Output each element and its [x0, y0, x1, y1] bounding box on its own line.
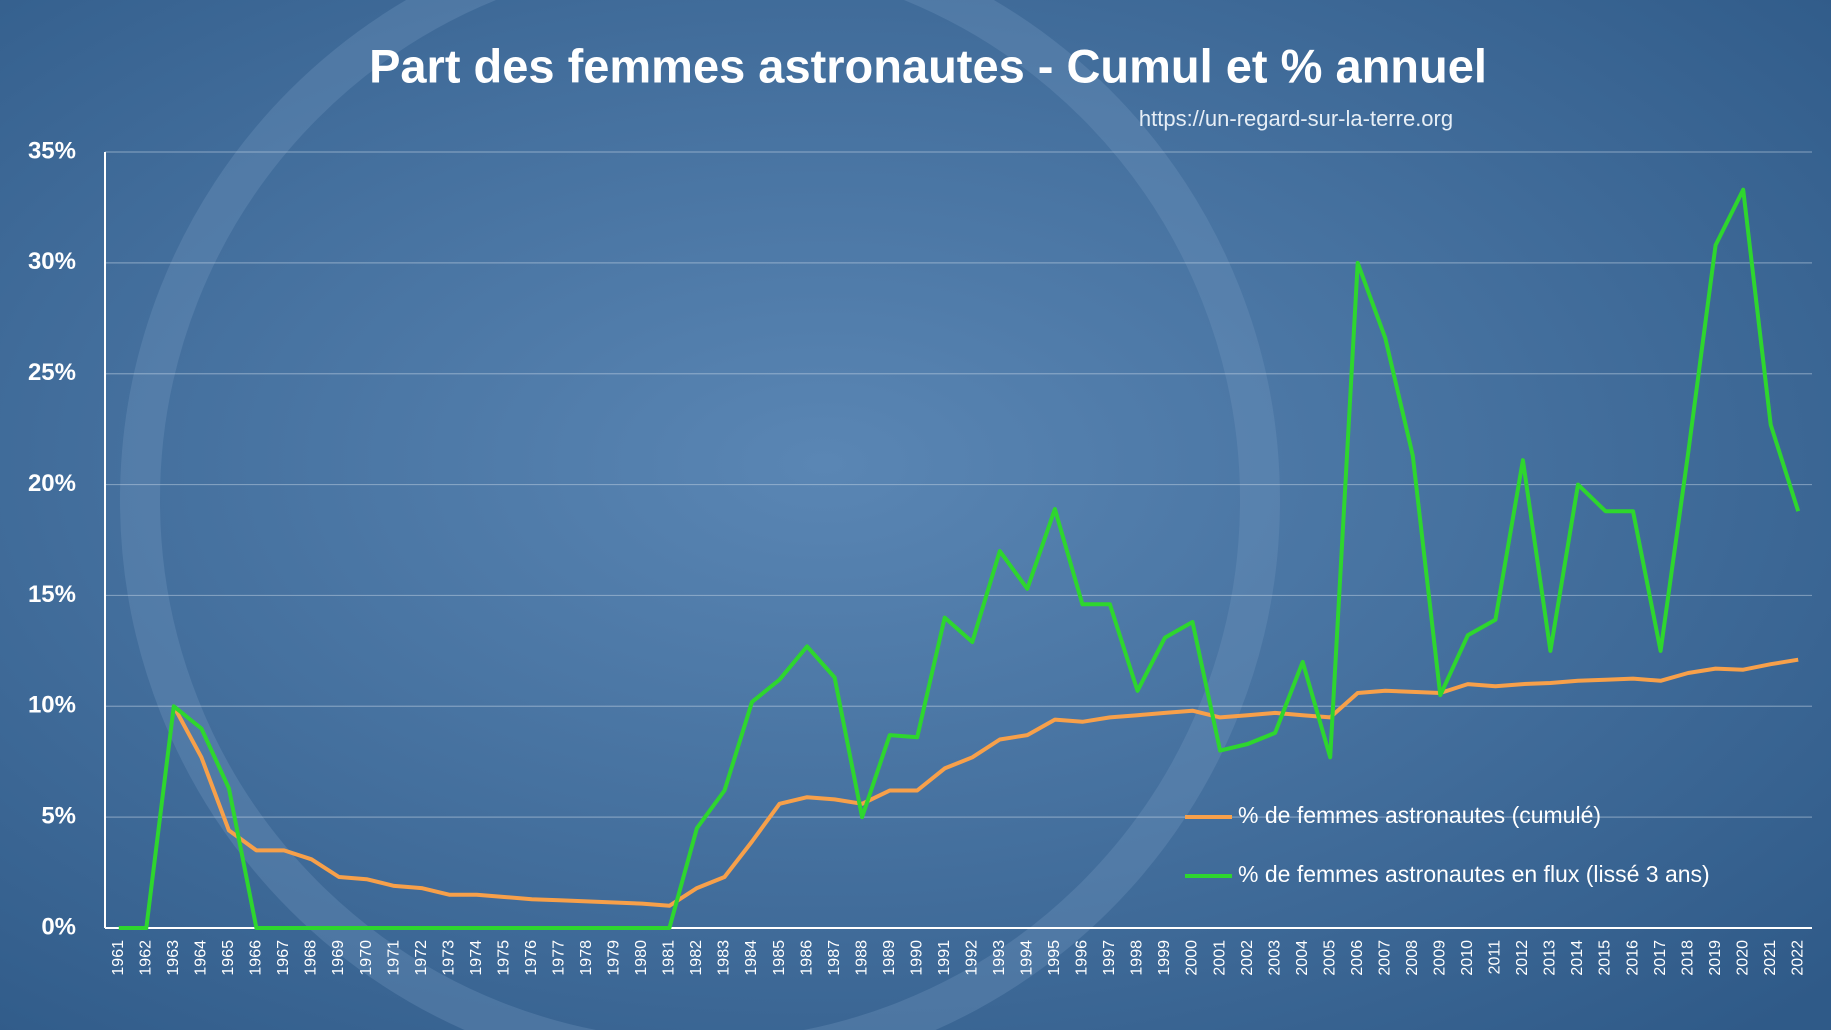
x-tick-label: 2005	[1321, 940, 1338, 976]
x-tick-label: 1993	[991, 940, 1008, 976]
x-tick-label: 1999	[1156, 940, 1173, 976]
x-tick-label: 1965	[220, 940, 237, 976]
x-tick-label: 1995	[1046, 940, 1063, 976]
legend-label: % de femmes astronautes (cumulé)	[1238, 802, 1601, 828]
x-tick-label: 2011	[1487, 940, 1504, 975]
x-tick-label: 1978	[578, 940, 595, 976]
x-tick-label: 1962	[138, 940, 155, 976]
x-tick-label: 1983	[716, 940, 733, 976]
x-tick-label: 1977	[551, 940, 568, 976]
chart-title: Part des femmes astronautes - Cumul et %…	[369, 39, 1487, 92]
x-tick-label: 2006	[1349, 940, 1366, 976]
x-tick-label: 2013	[1542, 940, 1559, 976]
x-tick-label: 1979	[606, 940, 623, 976]
x-tick-label: 1968	[303, 940, 320, 976]
y-tick-label: 30%	[28, 248, 76, 275]
series-line	[118, 187, 1801, 930]
y-tick-label: 15%	[28, 581, 76, 608]
x-tick-label: 1967	[275, 940, 292, 976]
y-tick-label: 25%	[28, 359, 76, 386]
x-tick-label: 2007	[1376, 940, 1393, 976]
x-tick-label: 1989	[881, 940, 898, 976]
x-tick-label: 2004	[1294, 940, 1311, 976]
x-tick-label: 2018	[1679, 940, 1696, 976]
x-tick-label: 1970	[358, 940, 375, 976]
x-tick-label: 1971	[385, 940, 402, 976]
x-tick-label: 1988	[853, 940, 870, 976]
x-tick-label: 2017	[1652, 940, 1669, 976]
x-tick-label: 2022	[1789, 940, 1806, 976]
x-tick-label: 2008	[1404, 940, 1421, 976]
y-tick-label: 20%	[28, 470, 76, 497]
x-tick-label: 1996	[1074, 940, 1091, 976]
legend-label: % de femmes astronautes en flux (lissé 3…	[1238, 861, 1710, 887]
x-tick-label: 1992	[963, 940, 980, 976]
x-tick-label: 1976	[523, 940, 540, 976]
x-tick-label: 1972	[413, 940, 430, 976]
x-tick-label: 2002	[1239, 940, 1256, 976]
x-tick-label: 2020	[1734, 940, 1751, 976]
x-tick-label: 2003	[1266, 940, 1283, 976]
x-tick-label: 1990	[908, 940, 925, 976]
x-tick-label: 1961	[110, 940, 127, 976]
x-tick-label: 1991	[936, 940, 953, 976]
y-tick-label: 0%	[41, 913, 76, 940]
x-tick-label: 1969	[330, 940, 347, 976]
x-tick-label: 2010	[1459, 940, 1476, 976]
x-tick-label: 1997	[1101, 940, 1118, 976]
x-tick-label: 1985	[771, 940, 788, 976]
x-tick-label: 2000	[1184, 940, 1201, 976]
x-tick-label: 2016	[1624, 940, 1641, 976]
x-tick-label: 2021	[1762, 940, 1779, 976]
x-tick-label: 1994	[1019, 940, 1036, 976]
x-tick-label: 2019	[1707, 940, 1724, 976]
x-tick-label: 1973	[440, 940, 457, 976]
x-tick-label: 1986	[798, 940, 815, 976]
x-tick-label: 1981	[661, 940, 678, 976]
x-tick-label: 2014	[1569, 940, 1586, 976]
x-tick-label: 1974	[468, 940, 485, 976]
x-tick-label: 1980	[633, 940, 650, 976]
x-tick-label: 1975	[495, 940, 512, 976]
x-tick-label: 1982	[688, 940, 705, 976]
y-tick-label: 10%	[28, 692, 76, 719]
x-tick-label: 2015	[1597, 940, 1614, 976]
x-tick-label: 1963	[165, 940, 182, 976]
y-tick-label: 35%	[28, 137, 76, 164]
y-tick-label: 5%	[41, 802, 76, 829]
decor	[120, 0, 1280, 1030]
x-tick-label: 1984	[743, 940, 760, 976]
series-line	[172, 657, 1799, 908]
source: https://un-regard-sur-la-terre.org	[1139, 106, 1453, 131]
x-tick-label: 1966	[248, 940, 265, 976]
x-tick-label: 2009	[1432, 940, 1449, 976]
x-tick-label: 1964	[193, 940, 210, 976]
x-tick-label: 2012	[1514, 940, 1531, 976]
x-tick-label: 2001	[1211, 940, 1228, 976]
x-tick-label: 1998	[1129, 940, 1146, 976]
x-tick-label: 1987	[826, 940, 843, 976]
